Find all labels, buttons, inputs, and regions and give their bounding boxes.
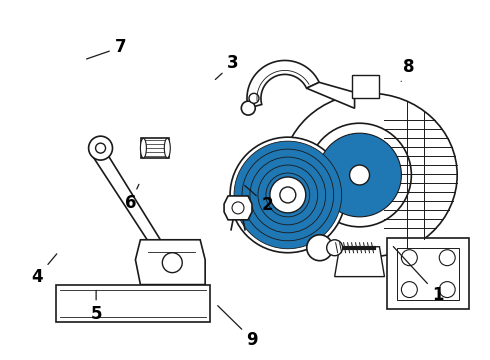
Circle shape	[234, 141, 342, 249]
Ellipse shape	[164, 138, 171, 158]
Circle shape	[258, 165, 318, 225]
Polygon shape	[352, 75, 379, 98]
Circle shape	[401, 250, 417, 266]
Polygon shape	[56, 285, 210, 323]
Circle shape	[307, 235, 333, 261]
Polygon shape	[93, 156, 165, 248]
Circle shape	[270, 177, 306, 213]
Circle shape	[232, 202, 244, 214]
Polygon shape	[335, 247, 385, 276]
Text: 6: 6	[124, 184, 139, 212]
Polygon shape	[247, 60, 319, 108]
Polygon shape	[224, 196, 252, 220]
Circle shape	[242, 149, 334, 241]
Circle shape	[162, 253, 182, 273]
Circle shape	[250, 157, 326, 233]
Circle shape	[230, 137, 345, 253]
Polygon shape	[388, 238, 469, 310]
Text: 2: 2	[245, 185, 273, 214]
Circle shape	[439, 250, 455, 266]
Text: 9: 9	[218, 306, 258, 348]
Polygon shape	[397, 248, 459, 300]
Text: 5: 5	[90, 291, 102, 324]
Text: 4: 4	[32, 254, 57, 286]
Circle shape	[401, 282, 417, 298]
Polygon shape	[277, 160, 300, 190]
Circle shape	[318, 133, 401, 217]
Circle shape	[280, 187, 296, 203]
Circle shape	[249, 93, 259, 103]
Polygon shape	[135, 240, 205, 285]
Circle shape	[96, 143, 105, 153]
Text: 3: 3	[215, 54, 239, 80]
Circle shape	[349, 165, 369, 185]
Text: 7: 7	[87, 38, 126, 59]
Ellipse shape	[282, 93, 457, 257]
Circle shape	[266, 173, 310, 217]
Circle shape	[327, 240, 343, 256]
Text: 8: 8	[401, 58, 414, 81]
Text: 1: 1	[393, 247, 443, 304]
Circle shape	[241, 101, 255, 115]
Polygon shape	[142, 138, 169, 158]
Polygon shape	[307, 82, 355, 108]
Ellipse shape	[141, 138, 147, 158]
Circle shape	[308, 123, 412, 227]
Circle shape	[439, 282, 455, 298]
Circle shape	[89, 136, 113, 160]
